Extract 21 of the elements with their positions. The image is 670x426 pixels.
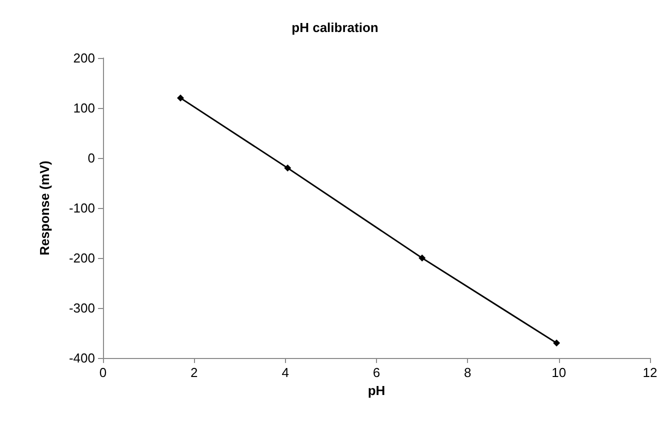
x-tick-label: 2 (190, 365, 198, 380)
point (418, 254, 426, 262)
y-tick-label: -300 (68, 300, 95, 316)
y-tick-label: -100 (68, 200, 95, 216)
y-tick-label: 0 (88, 150, 95, 166)
point (176, 94, 184, 102)
x-tick-label: 6 (372, 365, 380, 380)
y-tick-label: 100 (73, 100, 95, 116)
x-axis-title: pH (368, 382, 386, 398)
y-tick-label: -400 (68, 350, 95, 366)
x-tick-label: 0 (99, 365, 107, 380)
x-tick-label: 10 (552, 365, 566, 380)
point (553, 340, 560, 346)
y-tick-label: -200 (68, 250, 95, 266)
x-tick-label: 8 (464, 365, 472, 380)
chart-title: pH calibration (292, 20, 378, 35)
x-tick-label: 4 (282, 365, 289, 380)
point (284, 164, 292, 172)
y-tick-label: 200 (73, 50, 95, 66)
y-axis-title: Response (mV) (37, 160, 52, 256)
x-tick-label: 12 (642, 365, 658, 380)
